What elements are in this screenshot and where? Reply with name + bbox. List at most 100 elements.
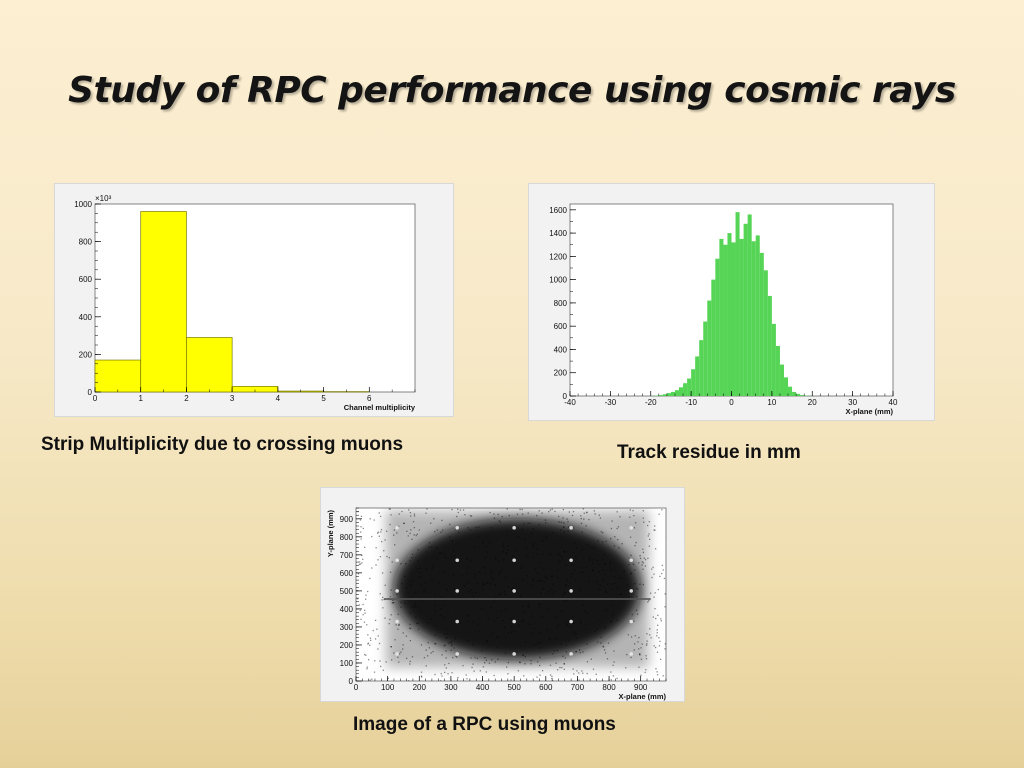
hit-point [638,653,641,655]
y-tick-label: 200 [79,350,93,359]
hit-point [471,666,473,669]
hit-point [538,523,540,526]
hit-point [398,623,400,626]
hit-point [617,526,620,528]
hit-point [488,662,491,664]
hit-point [479,670,482,672]
hit-point [423,591,425,593]
hit-point [451,508,453,511]
hit-point [441,553,444,555]
hit-point [398,624,400,627]
hit-point [463,585,466,587]
y-tick-label: 1600 [549,206,567,215]
hit-point [364,609,366,611]
hit-point [416,533,419,535]
hit-point [358,604,360,606]
x-tick-label: -20 [645,398,657,407]
hit-point [609,563,611,565]
hit-point [546,628,548,631]
hit-point [649,634,651,636]
hit-point [396,532,398,534]
hit-point [654,548,657,550]
histogram-bar [691,369,696,396]
hit-point [435,643,437,645]
hit-point [576,670,578,672]
hit-point [649,592,652,594]
hit-point [601,559,603,561]
hit-point [637,641,639,643]
hit-point [502,544,504,546]
hit-point [503,626,506,628]
hit-point [548,510,550,513]
hit-point [505,577,507,579]
hit-point [411,553,414,555]
hit-point [652,616,654,618]
y-tick-label: 600 [554,322,568,331]
hit-point [436,557,438,560]
hit-point [415,534,417,537]
hit-point [483,566,485,569]
hit-point [626,654,628,656]
x-tick-label: -30 [605,398,617,407]
hit-point [412,520,415,523]
hit-point [536,553,538,555]
hit-point [634,545,636,547]
rpc-muon-image: 0 100 200 300 400 500 600 700 800 900 0 100 200 300 40… [326,507,666,701]
hit-point [400,651,402,653]
hit-point [446,588,448,591]
hit-point [583,557,585,559]
hit-point [388,508,391,510]
hit-point [482,582,485,584]
bright-spot [395,558,399,563]
hit-point [519,508,521,511]
hit-point [617,539,619,541]
hit-point [381,599,383,601]
hit-point [579,621,581,623]
histogram-bar [711,279,716,396]
hit-point [530,660,532,662]
hit-point [648,545,651,547]
hit-point [643,521,645,523]
hit-point [411,580,414,582]
multiplicity-caption: Strip Multiplicity due to crossing muons [41,434,404,455]
hit-point [467,581,469,583]
hit-point [397,628,399,630]
hit-point [579,588,581,590]
hit-point [453,589,456,591]
hit-point [614,582,616,585]
x-tick-label: 4 [276,394,281,403]
hit-point [393,529,396,531]
hit-point [557,624,560,626]
hit-point [482,589,484,592]
hit-point [369,637,372,639]
hit-point [522,579,524,581]
hit-point [499,593,501,595]
hit-point [486,640,488,643]
hit-point [564,584,567,586]
hit-point [565,584,567,586]
hit-point [634,522,637,524]
hit-point [498,560,500,562]
hit-point [591,570,594,572]
hit-point [661,509,663,511]
hit-point [612,664,614,667]
histogram-bar [788,386,793,396]
hit-point [603,627,606,629]
hit-point [362,558,364,560]
hit-point [616,587,619,590]
hit-point [406,657,408,660]
hit-point [377,648,379,650]
hit-point [390,589,392,591]
hit-point [395,624,397,626]
hit-point [632,563,635,566]
hit-point [391,561,393,563]
hit-point [428,647,431,649]
histogram-bar [727,233,732,396]
hit-point [539,579,541,582]
bright-spot [569,589,573,593]
y-tick-label: 800 [79,238,93,247]
residue-histogram: -40 -30 -20 -10 0 10 20 30 400200400600800100012… [549,203,898,416]
hit-point [596,559,599,562]
hit-point [588,556,590,558]
x-tick-label: -10 [685,398,697,407]
